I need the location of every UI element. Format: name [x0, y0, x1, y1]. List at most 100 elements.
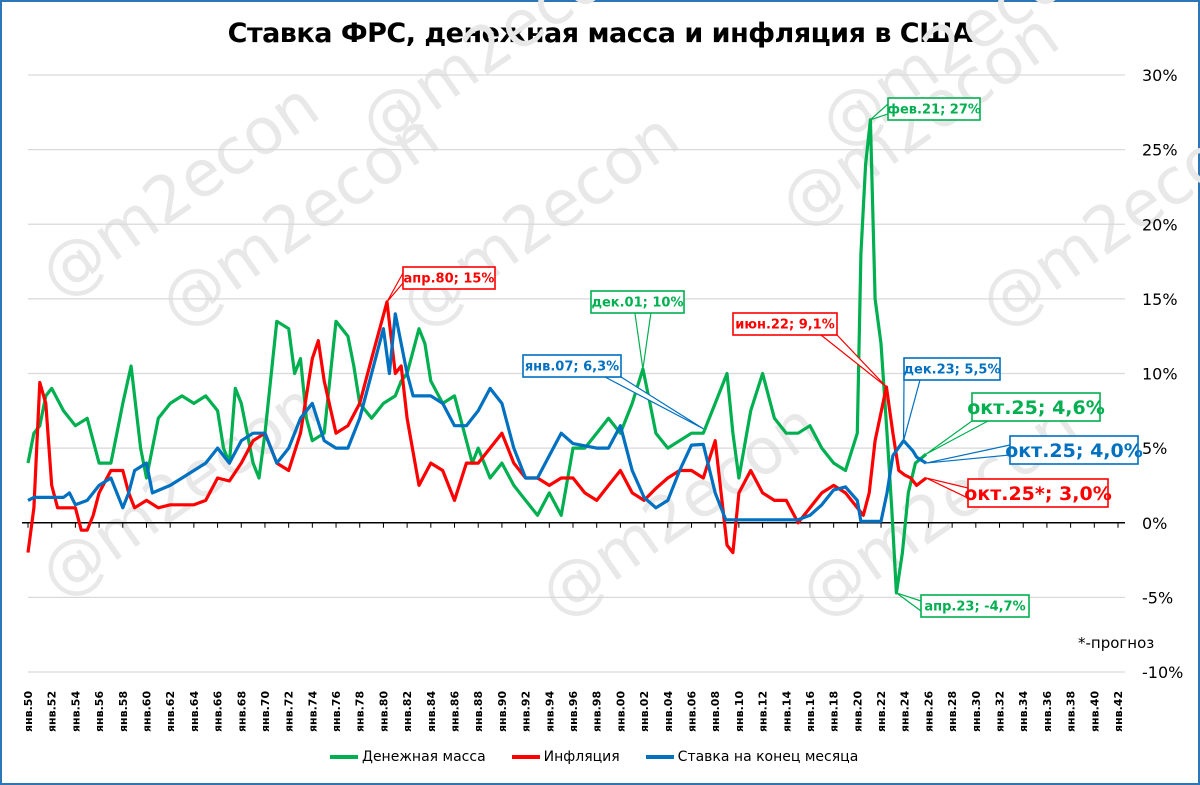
x-tick-label: янв.22 [875, 691, 888, 732]
callout-label: окт.25; 4,6% [967, 397, 1105, 419]
x-tick-label: янв.68 [235, 691, 248, 732]
y-tick-label: 30% [1142, 66, 1178, 85]
series-lines [26, 118, 928, 595]
x-tick-label: янв.70 [259, 691, 272, 732]
legend-item-inflation[interactable]: Инфляция [511, 749, 620, 765]
x-tick-label: янв.04 [662, 691, 675, 732]
x-tick-label: янв.80 [377, 691, 390, 732]
callout-box [920, 594, 1030, 618]
callout-label: дек.01; 10% [591, 296, 683, 311]
x-tick-label: янв.92 [520, 691, 533, 732]
chart-legend: Денежная масса Инфляция Ставка на конец … [330, 749, 858, 765]
callout-box [402, 266, 496, 290]
x-tick-label: янв.66 [212, 691, 225, 732]
x-tick-label: янв.90 [496, 691, 509, 732]
x-tick-label: янв.38 [1065, 691, 1078, 732]
x-tick-label: янв.42 [1112, 691, 1125, 732]
callout-box [590, 290, 685, 314]
y-tick-label: 10% [1142, 365, 1178, 384]
x-tick-label: янв.88 [472, 691, 485, 732]
series-line-2 [27, 312, 927, 523]
x-axis: янв.50 янв.52 янв.54 янв.56 янв.58 янв.60 янв.… [22, 522, 1125, 732]
y-axis-labels: 30% 25% 20% 15% 10% 5% 0% -5% -10% [1142, 66, 1183, 682]
y-tick-label: -5% [1142, 588, 1173, 607]
watermark-text: @m2econ [807, 0, 1113, 163]
watermark-text: @m2econ [27, 368, 333, 613]
callout-label: окт.25*; 3,0% [964, 483, 1111, 505]
callout-box [887, 97, 981, 121]
x-tick-label: янв.94 [543, 691, 556, 732]
x-tick-label: янв.96 [567, 691, 580, 732]
watermark-layer: @m2econ@m2econ@m2econ@m2econ@m2econ@m2ec… [27, 0, 1200, 633]
x-tick-label: янв.24 [899, 691, 912, 732]
legend-swatch-green [330, 755, 358, 759]
y-tick-label: 0% [1142, 514, 1167, 533]
callout-label: янв.07; 6,3% [525, 360, 619, 375]
x-tick-label: янв.16 [804, 691, 817, 732]
x-tick-label: янв.40 [1088, 691, 1101, 732]
x-tick-label: янв.72 [283, 691, 296, 732]
callout-label: апр.80; 15% [404, 272, 495, 287]
x-tick-label: янв.56 [93, 691, 106, 732]
x-tick-label: янв.32 [994, 691, 1007, 732]
chart-title: Ставка ФРС, денежная масса и инфляция в … [227, 18, 973, 49]
x-tick-label: янв.18 [828, 691, 841, 732]
x-tick-label: янв.98 [591, 691, 604, 732]
x-tick-label: янв.10 [733, 691, 746, 732]
y-tick-label: 5% [1142, 439, 1167, 458]
x-tick-label: янв.78 [354, 691, 367, 732]
data-callouts: апр.80; 15% дек.01; 10% янв.07; 6,3% июн.22… [386, 97, 1143, 618]
callout-label: фев.21; 27% [887, 103, 981, 118]
x-tick-label: янв.82 [401, 691, 414, 732]
callout-label: июн.22; 9,1% [735, 318, 835, 333]
x-tick-label: янв.54 [69, 691, 82, 732]
x-tick-label: янв.06 [685, 691, 698, 732]
forecast-footnote: *-прогноз [1078, 634, 1155, 652]
y-tick-label: 15% [1142, 290, 1178, 309]
x-tick-label: янв.20 [851, 691, 864, 732]
callout-label: апр.23; -4,7% [924, 600, 1025, 615]
callout-box [967, 478, 1109, 508]
callout-box [732, 312, 838, 336]
x-tick-label: янв.12 [757, 691, 770, 732]
x-tick-label: янв.52 [46, 691, 59, 732]
callout-label: окт.25; 4,0% [1005, 440, 1143, 462]
x-tick-label: янв.58 [117, 691, 130, 732]
x-tick-label: янв.84 [425, 691, 438, 732]
x-tick-label: янв.00 [614, 691, 627, 732]
x-tick-label: янв.28 [946, 691, 959, 732]
y-tick-label: 20% [1142, 215, 1178, 234]
y-tick-label: -10% [1142, 663, 1183, 682]
x-tick-label: янв.86 [449, 691, 462, 732]
x-tick-label: янв.50 [22, 691, 35, 732]
x-tick-label: янв.60 [140, 691, 153, 732]
x-tick-label: янв.26 [922, 691, 935, 732]
x-tick-label: янв.76 [330, 691, 343, 732]
x-tick-label: янв.02 [638, 691, 651, 732]
x-tick-label: янв.08 [709, 691, 722, 732]
x-tick-label: янв.64 [188, 691, 201, 732]
legend-label: Инфляция [543, 749, 620, 765]
callout-box [1009, 435, 1139, 465]
x-tick-label: янв.30 [970, 691, 983, 732]
series-line-0 [26, 118, 928, 595]
callout-label: дек.23; 5,5% [904, 363, 1001, 378]
x-tick-label: янв.74 [306, 691, 319, 732]
y-tick-label: 25% [1142, 141, 1178, 160]
callout-box [903, 357, 1001, 381]
legend-swatch-red [511, 755, 540, 759]
legend-item-money-supply[interactable]: Денежная масса [330, 749, 486, 765]
x-tick-label: янв.14 [780, 691, 793, 732]
x-tick-label: янв.34 [1017, 691, 1030, 732]
callout-box [971, 392, 1101, 422]
callout-box [522, 354, 622, 378]
legend-item-fed-rate[interactable]: Ставка на конец месяца [645, 749, 859, 765]
legend-label: Ставка на конец месяца [677, 749, 859, 765]
watermark-text: @m2econ [527, 388, 833, 633]
x-tick-label: янв.62 [164, 691, 177, 732]
legend-label: Денежная масса [362, 749, 486, 765]
x-tick-label: янв.36 [1041, 691, 1054, 732]
legend-swatch-blue [645, 755, 674, 759]
